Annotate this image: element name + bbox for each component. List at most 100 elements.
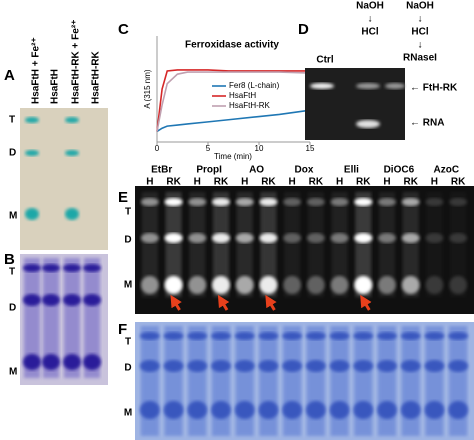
band: [356, 83, 380, 89]
band: [188, 198, 207, 206]
line: [156, 69, 310, 132]
band: [258, 401, 279, 419]
lane: [164, 326, 183, 436]
label: 15: [306, 144, 315, 153]
band: [212, 198, 230, 206]
label: RK: [214, 177, 229, 188]
band: [283, 276, 302, 294]
band: [283, 198, 302, 206]
band: [448, 332, 469, 340]
band: [140, 276, 159, 294]
lane: [165, 192, 182, 297]
band: [354, 276, 373, 294]
lane: [378, 326, 396, 436]
band: [305, 332, 326, 340]
label: HsaFtH-RK: [229, 101, 271, 110]
lane: [379, 192, 395, 297]
band: [211, 401, 231, 419]
label: T: [125, 337, 131, 348]
band: [306, 198, 325, 206]
band: [23, 354, 41, 370]
band: [425, 276, 444, 294]
lane: [402, 192, 419, 297]
band: [140, 198, 159, 206]
band: [330, 233, 349, 243]
label: NaOH: [406, 1, 434, 12]
label: H: [289, 177, 296, 188]
label: HsaFtH: [50, 69, 61, 104]
lane: [331, 192, 348, 297]
label: Ctrl: [316, 55, 333, 66]
band: [424, 360, 445, 372]
label: RNaseI: [403, 53, 437, 64]
band: [306, 233, 325, 243]
band: [139, 332, 160, 340]
label: H: [383, 177, 390, 188]
band: [235, 276, 254, 294]
band: [83, 294, 101, 306]
band: [329, 360, 350, 372]
label: HsaFtH + Fe²⁺: [31, 37, 42, 104]
lane: [330, 326, 349, 436]
label: RK: [451, 177, 466, 188]
label: NaOH: [356, 1, 384, 12]
label: 10: [255, 144, 264, 153]
band: [353, 332, 374, 340]
band: [163, 360, 184, 372]
lane: [284, 192, 301, 297]
band: [400, 360, 421, 372]
band: [378, 276, 396, 294]
label: HCl: [361, 27, 378, 38]
label: ← FtH-RK: [410, 83, 458, 94]
arrow: [217, 294, 230, 311]
band: [164, 276, 183, 294]
lane: [140, 326, 159, 436]
band: [140, 233, 159, 243]
band: [377, 332, 397, 340]
band: [310, 83, 334, 89]
label: H: [146, 177, 153, 188]
lane: [64, 258, 80, 378]
label: D: [298, 21, 309, 38]
band: [282, 401, 303, 419]
lane: [24, 258, 40, 378]
label: RK: [309, 177, 324, 188]
band: [259, 198, 278, 206]
label: M: [124, 280, 132, 291]
band: [65, 208, 79, 220]
band: [356, 120, 380, 128]
label: HsaFtH: [229, 91, 256, 100]
band: [258, 360, 279, 372]
label: HsaFtH-RK: [91, 50, 102, 104]
label: ← RNA: [410, 118, 444, 129]
band: [211, 360, 231, 372]
band: [188, 233, 207, 243]
label: A: [4, 67, 15, 84]
band: [63, 354, 81, 370]
label: ↓: [368, 14, 373, 25]
label: H: [431, 177, 438, 188]
band: [259, 233, 278, 243]
band: [448, 401, 469, 419]
band: [211, 332, 231, 340]
label: HCl: [411, 27, 428, 38]
band: [282, 360, 303, 372]
band: [425, 233, 444, 243]
label: 0: [155, 144, 160, 153]
band: [42, 264, 60, 272]
band: [425, 198, 444, 206]
label: Ferroxidase activity: [185, 40, 279, 51]
lane: [449, 326, 468, 436]
label: Time (min): [214, 152, 252, 161]
band: [139, 360, 160, 372]
band: [378, 198, 396, 206]
band: [354, 233, 373, 243]
band: [163, 332, 184, 340]
band: [259, 276, 278, 294]
lane: [141, 192, 158, 297]
band: [353, 360, 374, 372]
lane: [259, 326, 278, 436]
band: [401, 233, 420, 243]
lane: [43, 258, 59, 378]
band: [282, 332, 303, 340]
